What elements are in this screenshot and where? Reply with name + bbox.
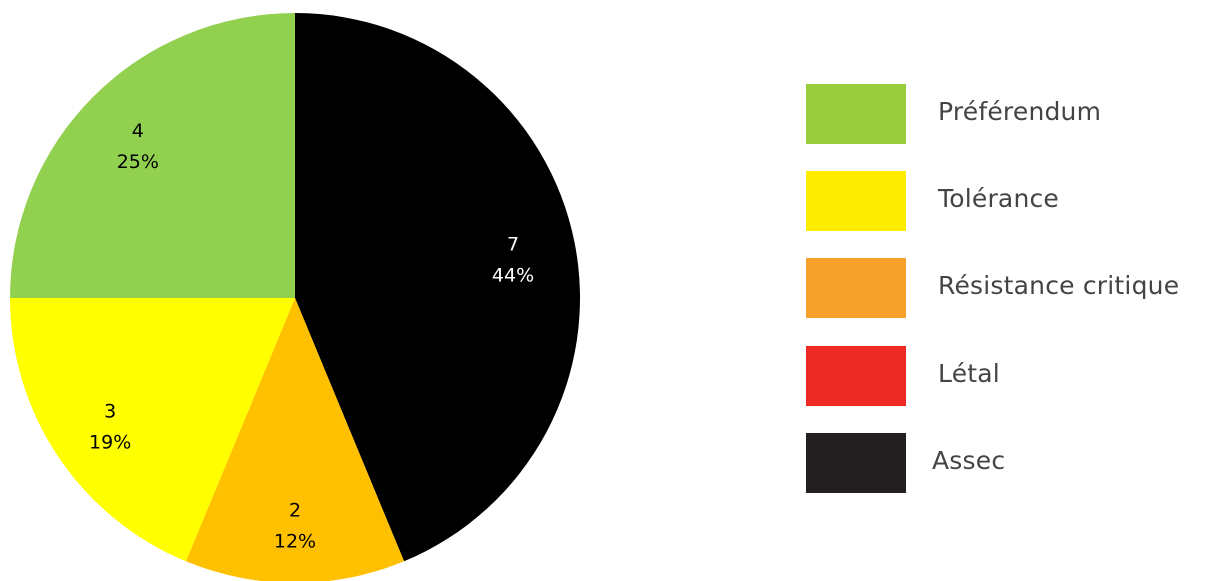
legend-swatch-assec [806,433,906,493]
pie-slice-resistance-critique [185,298,405,581]
slice-value-label-assec: 7 [507,234,519,256]
slice-value-label-resistance-critique: 2 [289,499,301,521]
legend-item-resistance-critique: Résistance critique [806,258,1223,318]
legend-item-letal: Létal [806,346,1223,406]
legend-item-preferendum: Préférendum [806,84,1223,144]
pie-slice-assec [295,13,581,562]
legend-label-letal: Létal [938,359,1000,388]
slice-percent-label-resistance-critique: 12% [274,530,316,552]
legend-item-assec: Assec [806,433,1223,493]
legend-item-tolerance: Tolérance [806,171,1223,231]
pie-slice-preferendum [10,13,295,298]
legend-swatch-resistance-critique [806,258,906,318]
pie-slice-tolerance [10,298,295,562]
slice-value-label-tolerance: 3 [104,401,116,423]
legend-swatch-letal [806,346,906,406]
slice-percent-label-tolerance: 19% [89,432,131,454]
legend-swatch-preferendum [806,84,906,144]
legend-label-resistance-critique: Résistance critique [938,271,1180,300]
legend-label-preferendum: Préférendum [938,97,1102,126]
pie-chart: 7 44% 2 12% 3 19% 4 25% [10,13,581,581]
legend-swatch-tolerance [806,171,906,231]
slice-percent-label-assec: 44% [492,265,534,287]
slice-value-label-preferendum: 4 [132,120,144,142]
slice-percent-label-preferendum: 25% [117,151,159,173]
legend-label-assec: Assec [932,446,1006,475]
legend-label-tolerance: Tolérance [938,184,1060,213]
